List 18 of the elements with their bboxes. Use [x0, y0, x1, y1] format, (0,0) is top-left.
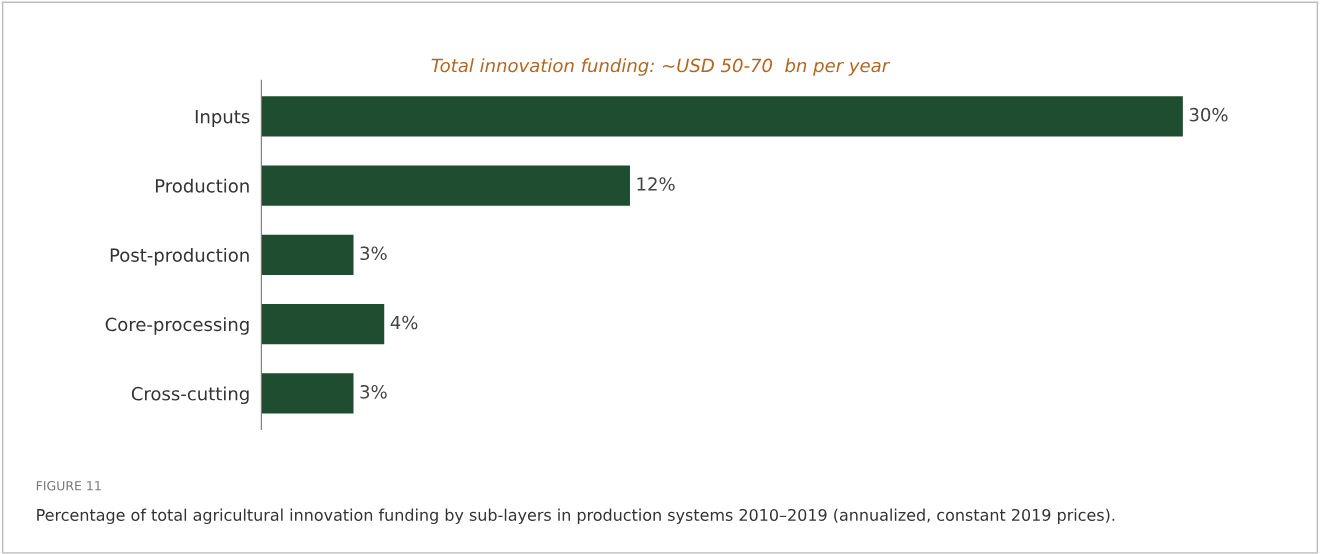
text: Percentage of total agricultural innovation funding by sub-layers in production systems 2010–2019 (annualized, constant 2019 prices).	[37, 508, 1115, 525]
y-tick-label: Post-production	[110, 247, 249, 266]
bar	[261, 373, 354, 414]
data-label: 12%	[637, 177, 675, 191]
bar	[261, 165, 630, 206]
y-tick-label: Cross-cutting	[131, 386, 249, 405]
data-label: 4%	[390, 315, 418, 330]
bar	[261, 234, 354, 275]
y-tick-label: Production	[155, 178, 249, 193]
y-tick-label: Inputs	[195, 109, 250, 127]
y-tick-label: Core-processing	[105, 317, 249, 335]
caption: FIGURE 11	[36, 481, 101, 491]
bar	[261, 304, 385, 345]
data-label: 30%	[1189, 107, 1228, 122]
data-label: 3%	[360, 384, 387, 399]
data-label: 3%	[360, 246, 387, 261]
bar	[261, 96, 1183, 137]
chart-title: Total innovation funding: ~USD 50-70 bn per year	[431, 58, 891, 76]
